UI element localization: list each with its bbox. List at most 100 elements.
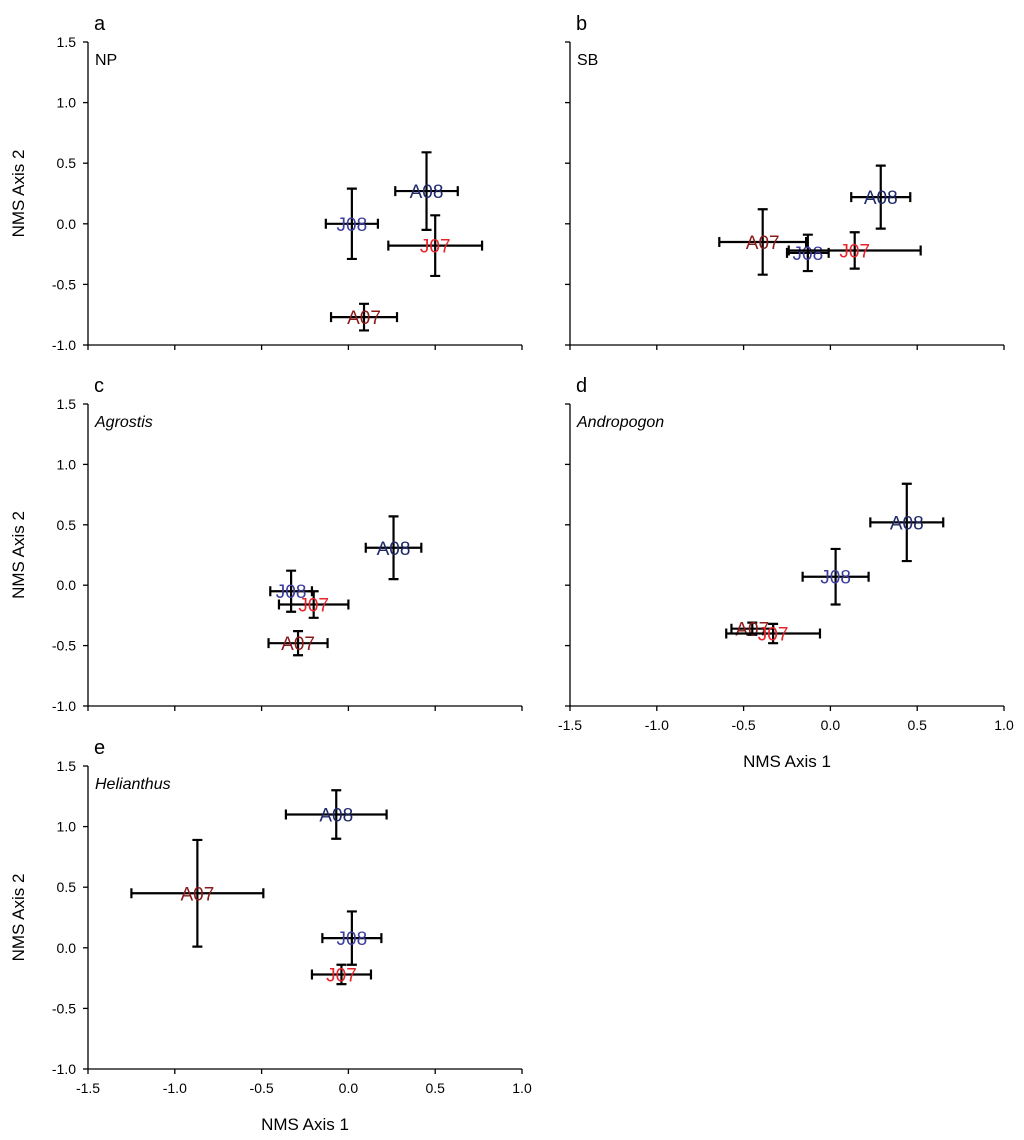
y-error-bar <box>802 233 813 273</box>
data-point-j07: J07 <box>310 963 373 986</box>
y-tick-label: -0.5 <box>52 1000 76 1016</box>
data-point-a08: A08 <box>394 151 459 231</box>
y-error-bar <box>901 482 912 563</box>
y-error-bar <box>430 214 441 278</box>
y-error-bar <box>336 963 347 986</box>
x-tick-label: 0.0 <box>821 717 841 733</box>
x-tick-label: -1.0 <box>163 1080 187 1096</box>
y-axis-title: NMS Axis 2 <box>9 511 28 599</box>
y-error-bar <box>331 789 342 840</box>
y-tick-label: 0.0 <box>57 940 77 956</box>
panel-c: -1.0 -0.5 0.0 0.5 1.0 1.5 c Agrostis NMS Axis 2 A… <box>9 375 523 714</box>
point-label: A07 <box>347 308 381 329</box>
data-point-a07: A07 <box>267 630 329 657</box>
data-point-a08: A08 <box>850 164 912 230</box>
panel-title: Andropogon <box>576 414 664 431</box>
data-point-a07: A07 <box>329 302 399 332</box>
y-error-bar <box>421 151 432 231</box>
point-label: J07 <box>326 965 357 986</box>
panel-title: SB <box>577 52 598 69</box>
point-label: A08 <box>864 188 898 209</box>
y-error-bar <box>830 547 841 606</box>
y-axis-title: NMS Axis 2 <box>9 874 28 962</box>
y-tick-label: -0.5 <box>52 276 76 292</box>
point-label: J08 <box>820 568 851 589</box>
panel-title: NP <box>95 52 117 69</box>
x-axis-title: NMS Axis 1 <box>261 1115 349 1134</box>
y-tick-label: 1.5 <box>57 34 77 50</box>
point-label: J08 <box>337 929 368 950</box>
point-label: J08 <box>793 244 824 265</box>
x-tick-label: 0.5 <box>425 1080 445 1096</box>
y-tick-label: 0.5 <box>57 155 77 171</box>
y-tick-label: 1.0 <box>57 456 77 472</box>
point-label: J07 <box>298 596 329 617</box>
y-tick-label: -0.5 <box>52 638 76 654</box>
y-error-bar <box>346 187 357 261</box>
panel-title: Agrostis <box>94 414 153 431</box>
y-tick-label: 0.5 <box>57 879 77 895</box>
data-point-a08: A08 <box>284 789 388 840</box>
data-point-j08: J08 <box>324 187 380 261</box>
x-tick-label: 1.0 <box>512 1080 532 1096</box>
x-tick-label: -1.0 <box>645 717 669 733</box>
data-point-a08: A08 <box>869 482 945 563</box>
data-point-a08: A08 <box>364 515 423 581</box>
panel-d: -1.5 -1.0 -0.5 0.0 0.5 1.0 d Andropogon NMS Axis… <box>558 375 1014 771</box>
y-error-bar <box>308 590 319 619</box>
point-label: J07 <box>758 625 789 646</box>
y-error-bar <box>293 630 304 657</box>
panel-letter: d <box>576 375 587 397</box>
point-label: J08 <box>337 215 368 236</box>
point-label: A07 <box>281 634 315 655</box>
x-tick-label: 0.5 <box>907 717 927 733</box>
point-label: A07 <box>746 233 780 254</box>
panel-letter: c <box>94 375 104 397</box>
y-axis-title: NMS Axis 2 <box>9 150 28 238</box>
y-error-bar <box>346 910 357 966</box>
point-label: J07 <box>839 241 870 262</box>
y-error-bar <box>757 208 768 276</box>
panel-e: -1.0-0.50.00.51.01.5-1.5 -1.0 -0.5 0.0 0.5 1.… <box>9 737 532 1134</box>
y-error-bar <box>768 622 779 645</box>
y-tick-label: 1.0 <box>57 819 77 835</box>
data-point-j07: J07 <box>725 622 822 646</box>
point-label: J08 <box>276 582 307 603</box>
point-label: A07 <box>180 884 214 905</box>
data-point-j08: J08 <box>269 569 314 613</box>
data-point-j07: J07 <box>387 214 484 278</box>
data-point-j08: J08 <box>321 910 383 966</box>
data-point-a07: A07 <box>130 838 265 948</box>
data-point-j07: J07 <box>277 590 350 619</box>
y-error-bar <box>875 164 886 230</box>
x-tick-label: -0.5 <box>732 717 756 733</box>
x-tick-label: -0.5 <box>250 1080 274 1096</box>
data-point-a07: A07 <box>718 208 808 276</box>
y-tick-label: 1.5 <box>57 758 77 774</box>
data-point-j08: J08 <box>785 233 830 273</box>
y-tick-label: 1.0 <box>57 95 77 111</box>
point-label: A08 <box>890 513 924 534</box>
panel-a: -1.0 -0.5 0.0 0.5 1.0 1.5 a NP NMS Axis 2 A08 J08 J… <box>9 13 523 353</box>
y-error-bar <box>359 302 370 332</box>
x-tick-label: 1.0 <box>994 717 1014 733</box>
panel-letter: a <box>94 13 106 35</box>
panel-letter: b <box>576 13 587 35</box>
x-tick-label: -1.5 <box>76 1080 100 1096</box>
y-tick-label: -1.0 <box>52 337 76 353</box>
y-error-bar <box>849 231 860 270</box>
data-point-j08: J08 <box>801 547 870 606</box>
y-tick-label: -1.0 <box>52 1061 76 1077</box>
x-tick-label: -1.5 <box>558 717 582 733</box>
point-label: J07 <box>420 237 451 258</box>
y-error-bar <box>388 515 399 581</box>
y-tick-label: 0.0 <box>57 216 77 232</box>
y-error-bar <box>192 838 203 948</box>
x-axis-title: NMS Axis 1 <box>743 752 831 771</box>
point-label: A07 <box>735 620 769 641</box>
panel-title: Helianthus <box>95 776 171 793</box>
x-tick-label: 0.0 <box>339 1080 359 1096</box>
point-label: A08 <box>410 182 444 203</box>
panel-b: b SB A08 A07 J08 J07 <box>565 13 1005 350</box>
